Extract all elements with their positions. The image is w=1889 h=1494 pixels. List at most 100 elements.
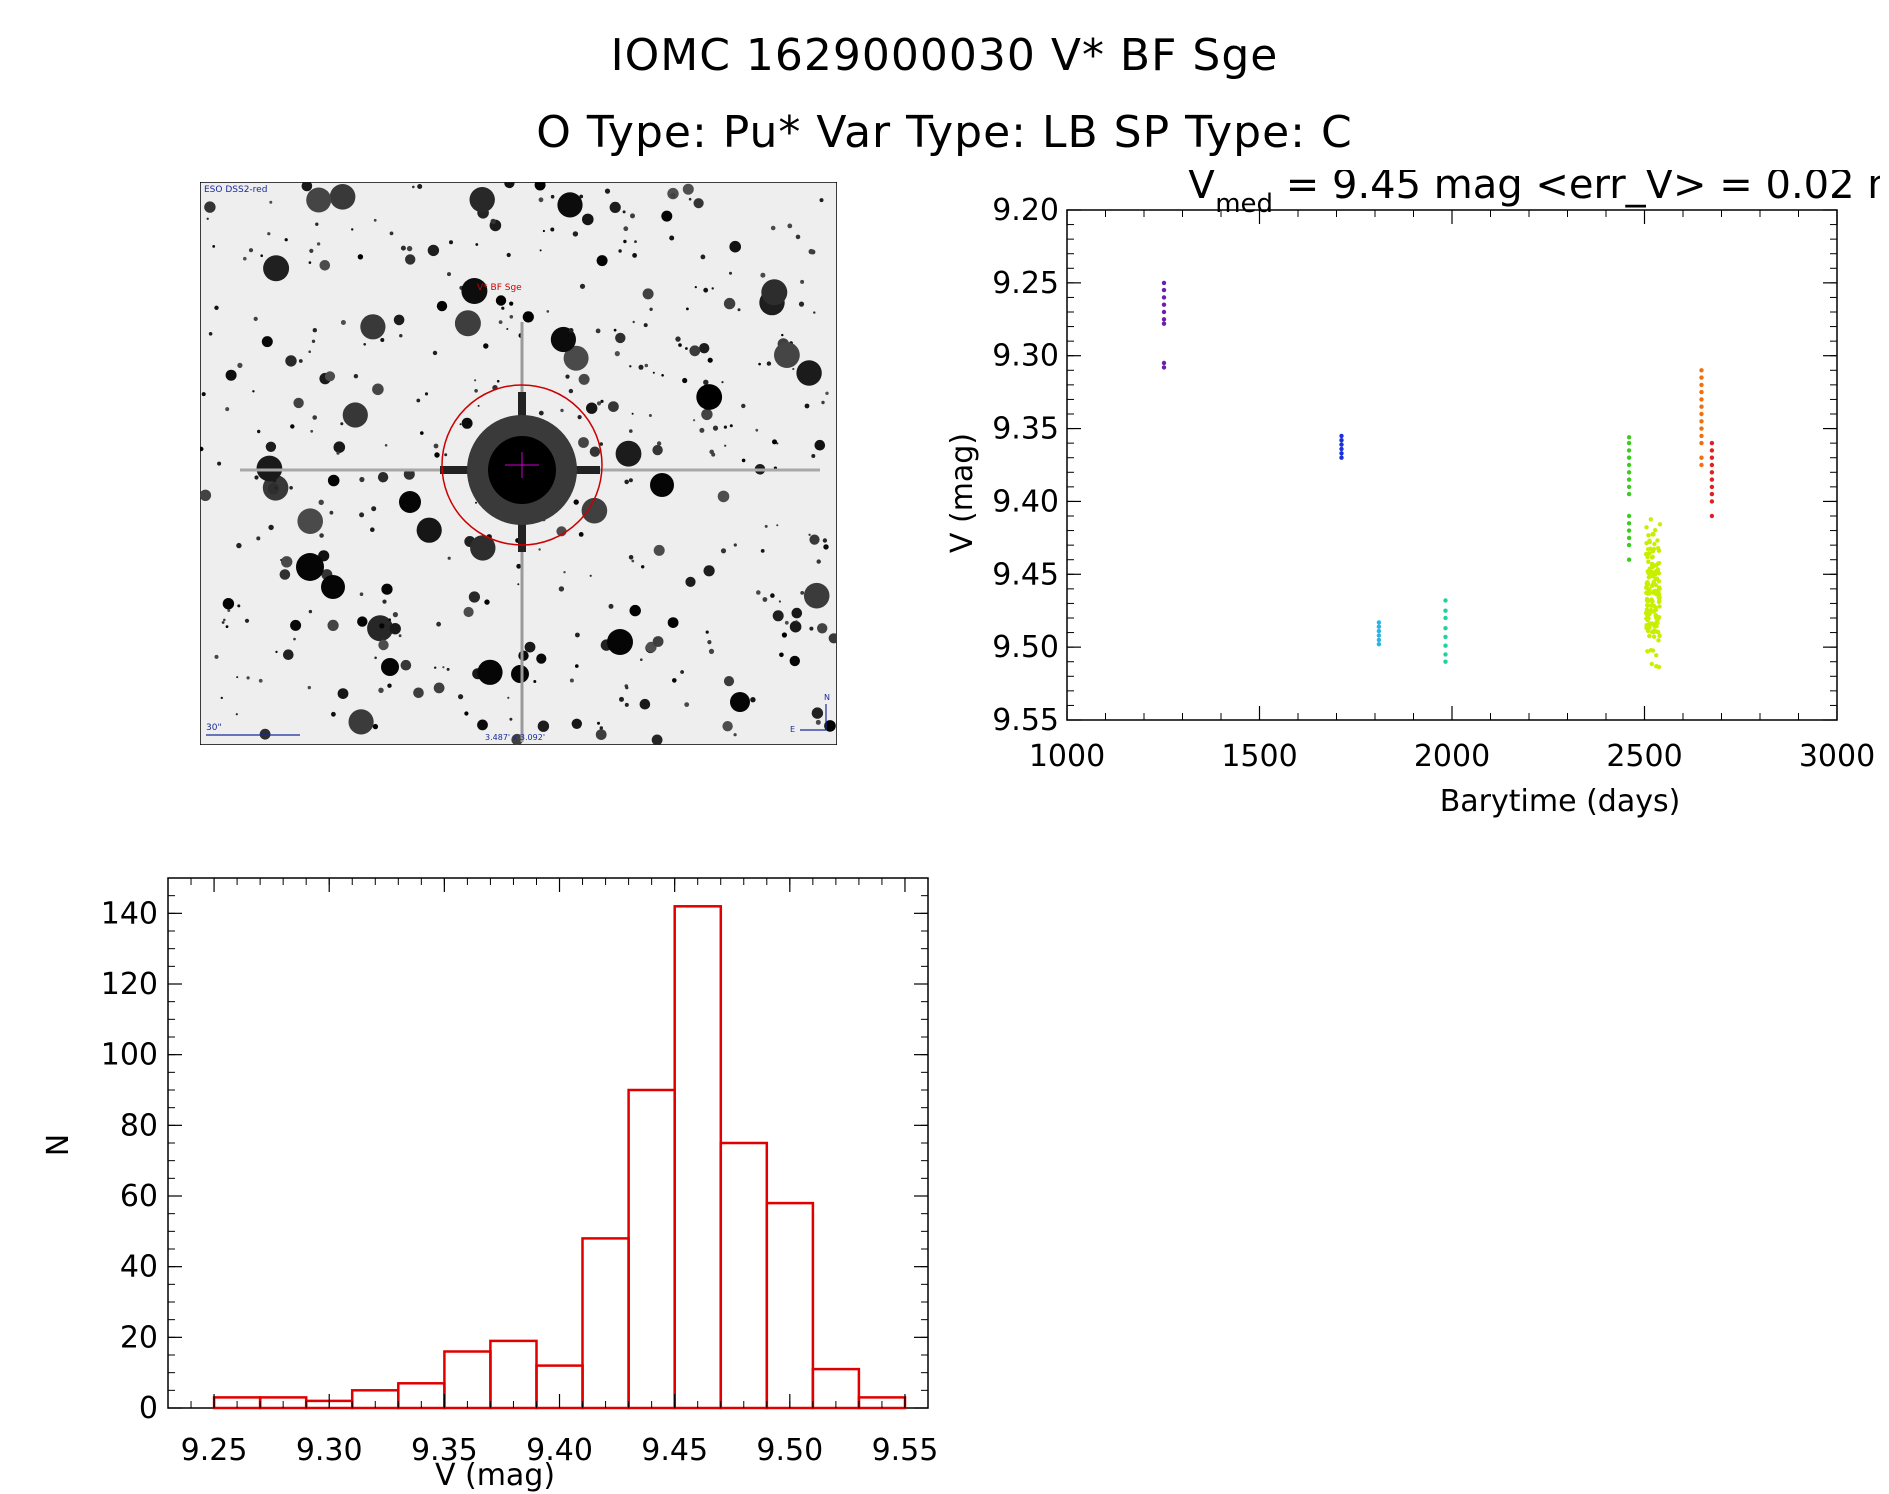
field-star (578, 437, 589, 448)
field-star (822, 538, 828, 543)
field-star (624, 479, 629, 485)
field-star (733, 543, 737, 547)
field-star (504, 182, 515, 189)
field-star (433, 443, 439, 449)
field-star (331, 711, 336, 717)
field-star (565, 374, 570, 379)
field-star (764, 524, 768, 528)
field-star (756, 590, 761, 595)
field-star (318, 499, 324, 505)
field-star (682, 377, 688, 384)
field-star (789, 620, 802, 633)
field-star (643, 323, 648, 328)
field-star (267, 232, 271, 236)
field-star (449, 240, 453, 245)
field-star (538, 548, 541, 551)
field-star (770, 593, 775, 598)
field-star (622, 210, 626, 214)
light-curve-point (1649, 555, 1655, 560)
field-star (750, 697, 756, 703)
y-tick-label: 9.30 (992, 339, 1059, 374)
light-curve-point (1709, 513, 1715, 519)
field-star (791, 607, 803, 619)
field-star (803, 582, 830, 609)
field-star (811, 454, 816, 458)
light-curve-point (1650, 532, 1655, 537)
light-curve-title-main: V (1188, 170, 1216, 208)
field-star (557, 192, 583, 218)
field-star (721, 381, 724, 384)
light-curve-point (1376, 620, 1382, 625)
field-star (608, 401, 619, 412)
field-star (701, 408, 713, 421)
field-star (712, 425, 719, 431)
field-star (400, 245, 406, 251)
field-star (267, 483, 280, 495)
field-star (568, 328, 574, 333)
x-tick-label: 9.40 (526, 1433, 593, 1468)
field-star (398, 634, 402, 638)
light-curve-point (1646, 569, 1651, 574)
field-star (680, 670, 684, 674)
field-star (265, 441, 277, 452)
scale-label: 30" (206, 723, 222, 733)
field-star (461, 417, 473, 429)
field-star (353, 374, 359, 379)
field-star (392, 612, 398, 618)
field-star (784, 620, 789, 625)
field-star (280, 558, 283, 562)
field-star (333, 441, 346, 454)
field-star (434, 666, 437, 669)
field-star (703, 287, 709, 293)
field-star (495, 295, 507, 306)
field-star (828, 633, 837, 644)
field-star (308, 350, 311, 353)
field-star (682, 183, 694, 195)
light-curve-point (1699, 389, 1704, 395)
field-star (730, 692, 750, 712)
light-curve-point (1652, 541, 1657, 547)
field-star (372, 723, 379, 730)
histogram-bar (489, 1339, 538, 1410)
field-star (225, 625, 229, 628)
field-star (575, 664, 579, 668)
field-star (246, 676, 250, 680)
field-star (359, 512, 365, 518)
light-curve-point (1161, 309, 1167, 315)
field-star (708, 648, 715, 654)
field-star (628, 555, 634, 560)
field-star (781, 333, 784, 337)
field-star (741, 403, 746, 409)
x-tick-label: 1500 (1221, 739, 1297, 774)
field-star (308, 261, 312, 264)
histogram-bar (673, 905, 723, 1410)
light-curve-point (1339, 451, 1344, 456)
light-curve-point (1699, 433, 1704, 439)
field-star (600, 399, 604, 403)
field-star (378, 639, 389, 651)
field-star (399, 491, 421, 513)
field-star (546, 310, 550, 313)
field-star (315, 222, 319, 226)
field-star (685, 347, 688, 350)
field-star (261, 336, 273, 348)
field-star (444, 453, 448, 457)
field-star (563, 571, 566, 574)
field-star (284, 238, 288, 242)
field-star (501, 306, 505, 310)
field-star (256, 536, 261, 541)
field-star (243, 256, 247, 261)
light-curve-point (1376, 633, 1382, 638)
light-curve-point (1709, 462, 1715, 468)
field-star (427, 244, 440, 257)
field-star (817, 623, 828, 634)
field-star (632, 253, 637, 258)
light-curve-point (1626, 535, 1632, 541)
light-curve-point (1161, 287, 1167, 293)
field-star (507, 696, 510, 699)
light-curve-point (1653, 576, 1658, 582)
field-star (475, 501, 477, 504)
y-tick-label: 9.20 (992, 193, 1059, 228)
light-curve-point (1655, 561, 1660, 567)
field-star (630, 213, 635, 219)
